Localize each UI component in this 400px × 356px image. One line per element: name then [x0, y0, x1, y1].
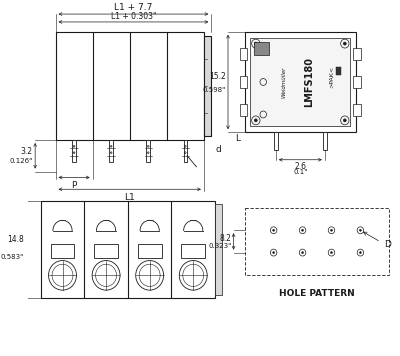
Bar — [323, 132, 327, 150]
Text: d: d — [215, 145, 221, 154]
Text: L1 + 0.303": L1 + 0.303" — [111, 12, 156, 21]
Bar — [72, 140, 76, 162]
Bar — [215, 204, 222, 294]
Bar — [56, 32, 204, 140]
Text: 14.8: 14.8 — [7, 235, 24, 244]
Circle shape — [273, 229, 274, 231]
Bar — [240, 48, 248, 60]
Bar — [181, 244, 205, 258]
Bar — [240, 104, 248, 116]
Circle shape — [330, 229, 332, 231]
Circle shape — [344, 42, 346, 45]
Bar — [254, 42, 269, 56]
Text: 0.126": 0.126" — [9, 157, 32, 163]
Text: L1: L1 — [124, 193, 135, 202]
Text: 8.2: 8.2 — [220, 234, 232, 243]
Text: L1 + 7.7: L1 + 7.7 — [114, 3, 153, 12]
Bar — [138, 244, 162, 258]
Circle shape — [330, 252, 332, 253]
Bar — [94, 244, 118, 258]
Text: P: P — [72, 182, 77, 190]
Bar — [353, 48, 360, 60]
Text: Weidmüller: Weidmüller — [281, 66, 286, 98]
Bar — [274, 132, 278, 150]
Text: 15.2: 15.2 — [210, 73, 226, 82]
Bar — [245, 208, 389, 275]
Text: >PAK<: >PAK< — [329, 66, 334, 88]
Bar — [50, 244, 74, 258]
Bar — [109, 140, 113, 162]
Circle shape — [344, 119, 346, 122]
Bar — [240, 76, 248, 88]
Circle shape — [360, 252, 361, 253]
Circle shape — [254, 42, 257, 45]
Text: HOLE PATTERN: HOLE PATTERN — [279, 289, 355, 298]
Circle shape — [254, 119, 257, 122]
Text: LMFS180: LMFS180 — [304, 57, 314, 107]
Text: 0.598": 0.598" — [203, 87, 226, 93]
Bar — [353, 76, 360, 88]
Circle shape — [302, 229, 304, 231]
Text: L: L — [235, 134, 240, 143]
Bar — [353, 104, 360, 116]
Text: 2.6: 2.6 — [294, 162, 306, 171]
Circle shape — [273, 252, 274, 253]
Bar — [245, 32, 356, 132]
Bar — [184, 140, 187, 162]
Bar — [146, 140, 150, 162]
Bar — [204, 36, 211, 136]
Circle shape — [360, 229, 361, 231]
Text: 0.323": 0.323" — [208, 244, 232, 249]
Text: 3.2: 3.2 — [20, 147, 32, 156]
Bar — [250, 38, 350, 126]
Bar — [41, 201, 215, 298]
Text: 0.583": 0.583" — [1, 254, 24, 260]
Bar — [336, 67, 342, 75]
Text: 0.1": 0.1" — [293, 169, 308, 174]
Circle shape — [302, 252, 304, 253]
Text: D: D — [384, 240, 391, 248]
